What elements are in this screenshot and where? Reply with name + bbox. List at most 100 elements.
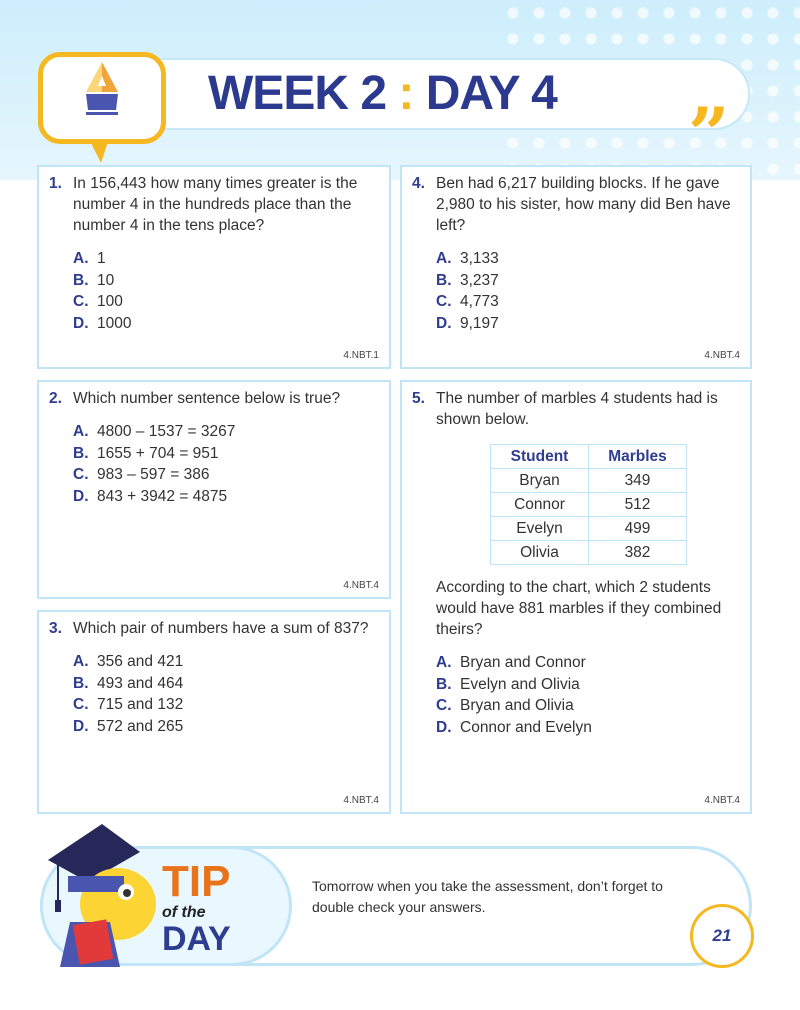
table-row: Olivia 382 [490, 540, 687, 565]
option-text: 983 – 597 = 386 [97, 466, 210, 483]
pen-nib-icon [86, 62, 118, 115]
option-letter: D. [436, 314, 452, 332]
option-text: Bryan and Connor [460, 654, 586, 671]
table-cell: 512 [588, 492, 687, 517]
question-text: The number of marbles 4 students had is … [436, 390, 718, 428]
marbles-table: Student Marbles Bryan 349 Connor 512 Evelyn… [490, 444, 687, 565]
question-2: 2. Which number sentence below is true? A… [37, 380, 391, 599]
question-number: 1. [49, 175, 62, 192]
option-a[interactable]: A. 4800 – 1537 = 3267 [73, 421, 379, 443]
option-letter: A. [73, 423, 89, 440]
option-letter: D. [73, 487, 89, 505]
option-text: 715 and 132 [97, 696, 184, 713]
table-cell: Evelyn [490, 516, 589, 541]
question-number: 2. [49, 390, 62, 407]
option-letter: B. [436, 271, 452, 289]
column-header: Student [490, 444, 589, 469]
question-number: 3. [49, 620, 62, 637]
quote-mark-icon: ” [688, 91, 730, 176]
option-c[interactable]: C. 4,773 [436, 291, 740, 313]
week-label: WEEK 2 [208, 67, 387, 120]
table-cell: Connor [490, 492, 589, 517]
option-text: Connor and Evelyn [460, 718, 592, 736]
option-a[interactable]: A. 1 [73, 248, 379, 270]
standard-code: 4.NBT.4 [704, 795, 740, 806]
option-d[interactable]: D. 9,197 [436, 313, 740, 335]
question-3: 3. Which pair of numbers have a sum of 83… [37, 610, 391, 814]
option-letter: B. [73, 271, 89, 289]
option-b[interactable]: B. Evelyn and Olivia [436, 674, 740, 696]
option-d[interactable]: D. Connor and Evelyn [436, 717, 740, 739]
day-word: DAY [162, 920, 231, 958]
option-letter: B. [73, 444, 89, 462]
option-letter: C. [436, 697, 452, 714]
option-text: Evelyn and Olivia [460, 675, 580, 693]
option-a[interactable]: A. 3,133 [436, 248, 740, 270]
question-text: In 156,443 how many times greater is the… [73, 175, 358, 234]
question-text: Which number sentence below is true? [73, 390, 341, 407]
option-letter: D. [73, 314, 89, 332]
title-banner [100, 58, 750, 130]
option-text: 572 and 265 [97, 717, 184, 735]
option-c[interactable]: C. 715 and 132 [73, 694, 379, 716]
option-c[interactable]: C. Bryan and Olivia [436, 695, 740, 717]
option-b[interactable]: B. 3,237 [436, 270, 740, 292]
table-row: Evelyn 499 [490, 516, 687, 541]
option-a[interactable]: A. 356 and 421 [73, 651, 379, 673]
option-text: 3,237 [460, 271, 499, 289]
option-text: 1655 + 704 = 951 [97, 444, 219, 462]
question-text: Which pair of numbers have a sum of 837? [73, 620, 369, 637]
day-label: DAY 4 [425, 67, 558, 120]
of-the-word: of the [162, 904, 206, 921]
table-cell: Olivia [490, 540, 589, 565]
option-b[interactable]: B. 1655 + 704 = 951 [73, 443, 379, 465]
option-d[interactable]: D. 843 + 3942 = 4875 [73, 486, 379, 508]
option-letter: C. [73, 293, 89, 310]
option-a[interactable]: A. Bryan and Connor [436, 652, 740, 674]
option-letter: B. [73, 674, 89, 692]
table-cell: 499 [588, 516, 687, 541]
page-title: WEEK 2 : DAY 4 [208, 66, 558, 121]
option-text: 493 and 464 [97, 674, 184, 692]
tip-of-the-day-logo: TIP of the DAY [162, 860, 231, 958]
option-text: 1000 [97, 314, 132, 332]
standard-code: 4.NBT.4 [704, 350, 740, 361]
option-text: 10 [97, 271, 115, 289]
option-letter: A. [436, 250, 452, 267]
option-letter: B. [436, 675, 452, 693]
page-number: 21 [690, 904, 754, 968]
option-text: 4800 – 1537 = 3267 [97, 423, 236, 440]
option-letter: D. [436, 718, 452, 736]
question-5: 5. The number of marbles 4 students had i… [400, 380, 752, 814]
option-text: 1 [97, 250, 106, 267]
option-letter: A. [73, 250, 89, 267]
option-c[interactable]: C. 100 [73, 291, 379, 313]
option-c[interactable]: C. 983 – 597 = 386 [73, 464, 379, 486]
table-row: Connor 512 [490, 492, 687, 517]
option-d[interactable]: D. 1000 [73, 313, 379, 335]
followup-text: According to the chart, which 2 students… [436, 579, 722, 638]
table-cell: 382 [588, 540, 687, 565]
standard-code: 4.NBT.4 [343, 795, 379, 806]
option-b[interactable]: B. 493 and 464 [73, 673, 379, 695]
option-letter: C. [436, 293, 452, 310]
option-text: 9,197 [460, 314, 499, 332]
question-text: Ben had 6,217 building blocks. If he gav… [436, 175, 731, 234]
column-header: Marbles [588, 444, 687, 469]
option-text: 3,133 [460, 250, 499, 267]
option-d[interactable]: D. 572 and 265 [73, 716, 379, 738]
option-letter: A. [73, 653, 89, 670]
option-text: 100 [97, 293, 123, 310]
option-b[interactable]: B. 10 [73, 270, 379, 292]
question-4: 4. Ben had 6,217 building blocks. If he g… [400, 165, 752, 369]
question-1: 1. In 156,443 how many times greater is t… [37, 165, 391, 369]
table-row: Bryan 349 [490, 468, 687, 493]
option-letter: C. [73, 696, 89, 713]
option-letter: A. [436, 654, 452, 671]
table-cell: 349 [588, 468, 687, 493]
standard-code: 4.NBT.4 [343, 580, 379, 591]
option-letter: D. [73, 717, 89, 735]
question-number: 5. [412, 390, 425, 407]
option-text: Bryan and Olivia [460, 697, 574, 714]
standard-code: 4.NBT.1 [343, 350, 379, 361]
